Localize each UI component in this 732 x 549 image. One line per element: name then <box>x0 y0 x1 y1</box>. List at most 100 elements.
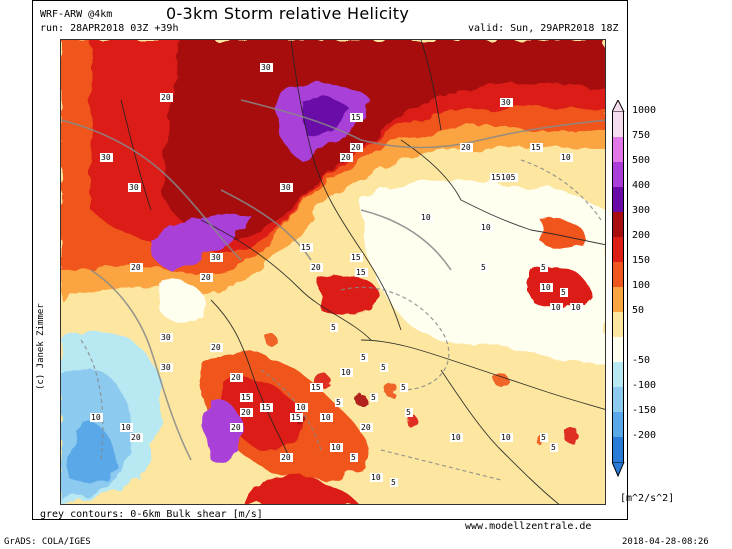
legend-swatch <box>612 262 624 287</box>
contour-label: 20 <box>231 373 241 382</box>
legend-label: -150 <box>632 405 657 416</box>
contour-label: 5 <box>381 363 386 372</box>
contour-label-bg <box>350 253 363 262</box>
contour-label-bg <box>400 383 408 392</box>
contour-label: 20 <box>131 433 141 442</box>
website-label: www.modellzentrale.de <box>465 521 592 532</box>
contour-label: 5 <box>541 263 546 272</box>
contour-label: 10 <box>451 433 461 442</box>
contour-label: 5 <box>481 263 486 272</box>
contour-label: 20 <box>131 263 141 272</box>
contour-label-bg <box>380 363 388 372</box>
helicity-band-300 <box>161 40 605 240</box>
legend-label: 300 <box>632 205 651 216</box>
contour-label: 15 <box>261 403 271 412</box>
contour-label-bg <box>540 433 548 442</box>
contour-label-bg <box>230 373 243 382</box>
contour-label-bg <box>350 453 358 462</box>
contour-label: 10 <box>371 473 381 482</box>
contour-label: 15 <box>491 173 501 182</box>
contour-label: 10 <box>481 223 491 232</box>
contour-label: 5 <box>541 433 546 442</box>
contour-label: 10 <box>296 403 306 412</box>
software-label: GrADS: COLA/IGES <box>4 537 91 547</box>
contour-label-bg <box>240 408 253 417</box>
contour-label: 20 <box>341 153 351 162</box>
contour-label: 10 <box>341 368 351 377</box>
legend-swatch <box>612 337 624 362</box>
contour-label: 20 <box>351 143 361 152</box>
contour-label: 10 <box>91 413 101 422</box>
contour-label: 30 <box>129 183 139 192</box>
contour-label-bg <box>420 213 433 222</box>
contours-note: grey contours: 0-6km Bulk shear [m/s] <box>40 509 263 520</box>
plot-frame <box>32 0 628 520</box>
contour-label-bg <box>490 173 503 182</box>
contour-label-bg <box>350 143 363 152</box>
negative-region-sw-150 <box>70 420 116 485</box>
legend-swatch <box>612 387 624 412</box>
contour-label: 20 <box>281 453 291 462</box>
legend-label: 400 <box>632 180 651 191</box>
contour-label-bg <box>310 263 323 272</box>
helicity-south-500 <box>205 399 243 464</box>
contour-label-bg <box>210 253 223 262</box>
contour-label-bg <box>290 413 303 422</box>
legend-swatch <box>612 112 624 137</box>
contour-label-bg <box>450 433 463 442</box>
legend-swatch <box>612 312 624 337</box>
contour-label: 5 <box>391 478 396 487</box>
timestamp-label: 2018-04-28-08:26 <box>622 537 709 547</box>
contour-label: 30 <box>161 333 171 342</box>
legend-label: -50 <box>632 355 651 366</box>
contour-label: 20 <box>241 408 251 417</box>
contour-label: 15 <box>531 143 541 152</box>
contour-label-bg <box>560 288 568 297</box>
contour-label-bg <box>370 473 383 482</box>
legend-label: 100 <box>632 280 651 291</box>
legend-label: 750 <box>632 130 651 141</box>
legend-label: -100 <box>632 380 657 391</box>
legend-label: 500 <box>632 155 651 166</box>
contour-label-bg <box>570 303 583 312</box>
contour-label: 20 <box>211 343 221 352</box>
contour-label-bg <box>360 353 368 362</box>
contour-label: 30 <box>501 98 511 107</box>
contour-label-bg <box>460 143 473 152</box>
legend-top-arrow <box>612 100 625 112</box>
contour-label-bg <box>160 363 173 372</box>
contour-label: 20 <box>361 423 371 432</box>
neutral-region-west <box>156 279 207 324</box>
helicity-east-150 <box>539 218 586 248</box>
contour-label: 10 <box>321 413 331 422</box>
contour-label-bg <box>405 408 413 417</box>
contour-label: 10 <box>421 213 431 222</box>
contour-label-bg <box>335 398 343 407</box>
contour-label: 5 <box>406 408 411 417</box>
contour-label: 15 <box>356 268 366 277</box>
legend-swatch <box>612 187 624 212</box>
contour-label-bg <box>260 403 273 412</box>
contour-label-bg <box>160 93 173 102</box>
contour-label-bg <box>340 368 353 377</box>
contour-label-bg <box>160 333 173 342</box>
contour-label-bg <box>360 423 373 432</box>
contour-label-bg <box>130 263 143 272</box>
contour-label: 105 <box>501 173 516 182</box>
contour-label-bg <box>340 153 353 162</box>
contour-label: 5 <box>361 353 366 362</box>
contour-label: 10 <box>541 283 551 292</box>
contour-label-bg <box>540 263 548 272</box>
contour-label: 10 <box>561 153 571 162</box>
contour-label-bg <box>280 453 293 462</box>
contour-label-bg <box>530 143 543 152</box>
contour-label: 5 <box>351 453 356 462</box>
contour-label-bg <box>500 433 513 442</box>
run-label: run: 28APR2018 03Z +39h <box>40 23 179 34</box>
contour-label-bg <box>560 153 573 162</box>
contour-label-bg <box>370 393 378 402</box>
contour-label-bg <box>200 273 213 282</box>
contour-label-bg <box>260 63 273 72</box>
contour-label: 5 <box>371 393 376 402</box>
